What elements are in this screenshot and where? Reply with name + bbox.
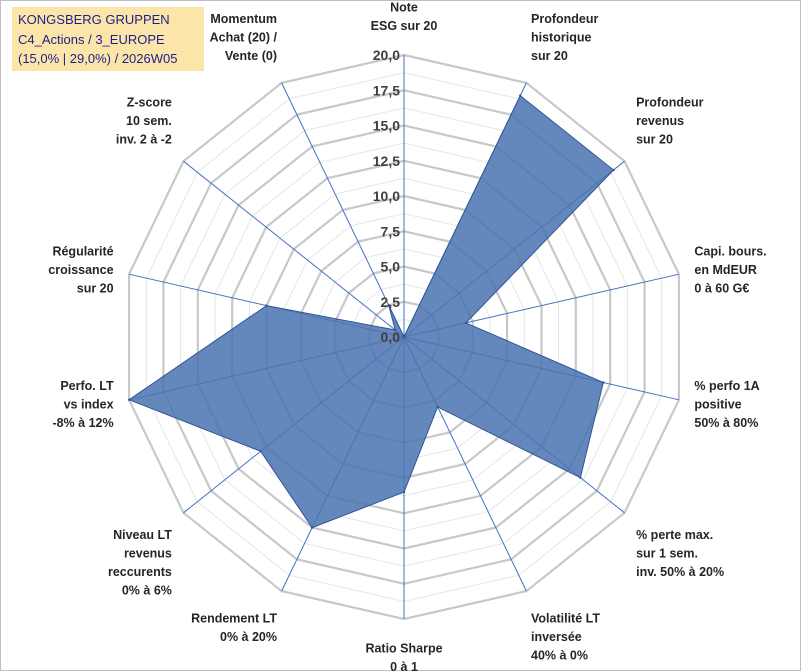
axis-label: Momentum Achat (20) / Vente (0) — [210, 12, 278, 63]
axis-label: Niveau LT revenus reccurents 0% à 6% — [108, 528, 172, 598]
axis-label-line: Rendement LT — [191, 612, 277, 626]
tick-layer: 0,0 2,5 5,0 7,5 10,0 12,5 15,0 17,5 20,0 — [373, 47, 400, 345]
chart-title-box: KONGSBERG GRUPPEN C4_Actions / 3_EUROPE … — [12, 7, 204, 71]
axis-label: Profondeur revenus sur 20 — [636, 96, 703, 147]
axis-label: % perte max. sur 1 sem. inv. 50% à 20% — [636, 528, 724, 579]
axis-label-line: vs index — [64, 398, 114, 412]
axis-label-line: 0% à 20% — [220, 630, 277, 644]
axis-label: Perfo. LT vs index -8% à 12% — [52, 379, 114, 430]
tick-label: 5,0 — [381, 259, 401, 275]
data-point — [128, 399, 130, 401]
axis-label-line: 0 à 1 — [390, 660, 418, 672]
tick-label: 0,0 — [381, 329, 401, 345]
data-point — [612, 169, 614, 171]
data-point — [579, 477, 581, 479]
axis-label-line: % perfo 1A — [694, 379, 759, 393]
tick-label: 12,5 — [373, 153, 400, 169]
data-point — [436, 406, 438, 408]
data-point — [403, 491, 405, 493]
axis-label-line: inv. 2 à -2 — [116, 133, 172, 147]
axis-label: Volatilité LT inversée 40% à 0% — [531, 612, 600, 663]
axis-label-line: Note — [390, 1, 418, 15]
axis-label-line: Régularité — [52, 245, 113, 259]
title-weights: (15,0% | 29,0%) / 2026W05 — [18, 49, 198, 69]
axis-label-line: 40% à 0% — [531, 649, 588, 663]
axis-label-line: reccurents — [108, 565, 172, 579]
axis-label: Profondeur historique sur 20 — [531, 12, 598, 63]
data-point — [260, 450, 262, 452]
axis-label-line: inv. 50% à 20% — [636, 565, 724, 579]
tick-label: 17,5 — [373, 82, 400, 98]
axis-label: Z-score 10 sem. inv. 2 à -2 — [116, 96, 172, 147]
axis-label-line: Vente (0) — [225, 49, 277, 63]
axis-label-line: 0 à 60 G€ — [694, 282, 749, 296]
axis-label: % perfo 1A positive 50% à 80% — [694, 379, 759, 430]
tick-label: 7,5 — [381, 223, 401, 239]
axis-label: Capi. bours. en MdEUR 0 à 60 G€ — [694, 245, 766, 296]
axis-label: Ratio Sharpe 0 à 1 — [365, 642, 442, 672]
title-company: KONGSBERG GRUPPEN — [18, 10, 198, 30]
axis-label-line: Achat (20) / — [210, 30, 278, 44]
axis-label-line: sur 20 — [636, 133, 673, 147]
axis-label-line: Capi. bours. — [694, 245, 766, 259]
tick-label: 20,0 — [373, 47, 400, 63]
axis-label: Rendement LT 0% à 20% — [191, 612, 277, 645]
axis-label-line: croissance — [48, 263, 113, 277]
axis-label-line: 0% à 6% — [122, 583, 172, 597]
data-point — [602, 381, 604, 383]
axis-label-line: Profondeur — [636, 96, 703, 110]
axis-label-line: historique — [531, 30, 591, 44]
axis-label-line: Momentum — [210, 12, 277, 26]
axis-label-line: Z-score — [127, 96, 172, 110]
axis-label-line: Ratio Sharpe — [365, 642, 442, 656]
axis-label: Note ESG sur 20 — [371, 1, 438, 33]
axis-label: Régularité croissance sur 20 — [48, 245, 113, 296]
axis-label-line: 10 sem. — [126, 114, 172, 128]
axis-label-line: sur 1 sem. — [636, 546, 698, 560]
tick-label: 2,5 — [381, 294, 401, 310]
data-point — [265, 304, 267, 306]
axis-label-line: positive — [694, 398, 741, 412]
axis-label-line: Perfo. LT — [60, 379, 114, 393]
axis-label-line: sur 20 — [77, 282, 114, 296]
axis-label-line: % perte max. — [636, 528, 713, 542]
tick-label: 15,0 — [373, 118, 400, 134]
axis-label-line: Volatilité LT — [531, 612, 600, 626]
axis-label-line: Profondeur — [531, 12, 598, 26]
axis-label-line: revenus — [124, 546, 172, 560]
tick-label: 10,0 — [373, 188, 400, 204]
data-point — [465, 322, 467, 324]
axis-label-line: -8% à 12% — [52, 416, 113, 430]
data-point — [403, 336, 405, 338]
axis-label-line: 50% à 80% — [694, 416, 758, 430]
axis-label-line: revenus — [636, 114, 684, 128]
axis-label-line: ESG sur 20 — [371, 19, 438, 33]
axis-label-line: sur 20 — [531, 49, 568, 63]
axis-label-line: en MdEUR — [694, 263, 757, 277]
data-point — [519, 94, 521, 96]
axis-label-line: inversée — [531, 630, 582, 644]
axis-label-line: Niveau LT — [113, 528, 172, 542]
data-point — [311, 526, 313, 528]
title-category: C4_Actions / 3_EUROPE — [18, 30, 198, 50]
